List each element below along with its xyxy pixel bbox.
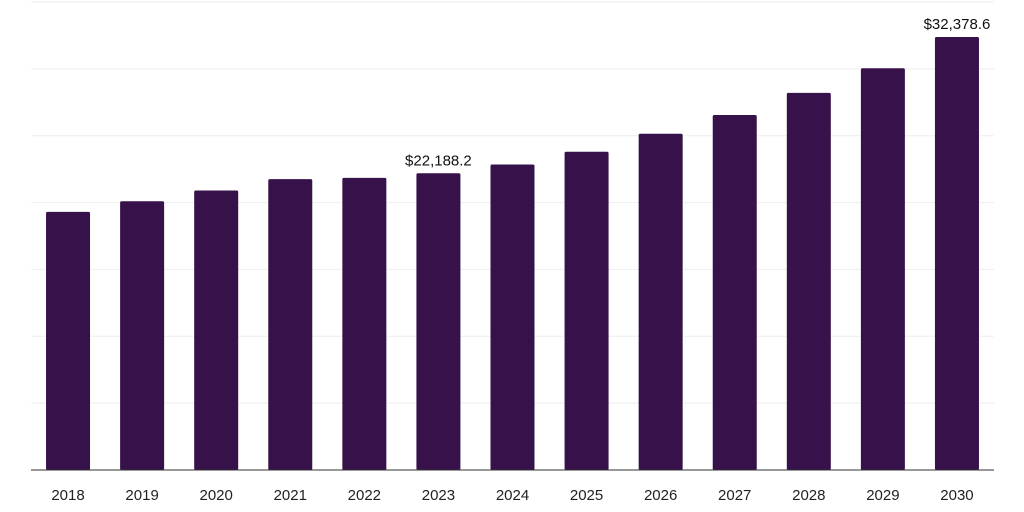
x-tick-label-2020: 2020 [200,487,233,504]
data-label-2030: $32,378.6 [924,16,991,33]
bar-2022 [342,177,387,470]
x-tick-label-2026: 2026 [644,487,677,504]
x-tick-label-2024: 2024 [496,487,529,504]
bar-2025 [564,151,609,470]
x-tick-label-2028: 2028 [792,487,825,504]
bar-2026 [638,133,683,471]
bar-2024 [490,164,535,470]
bar-2027 [712,114,757,470]
x-tick-label-2030: 2030 [940,487,973,504]
x-tick-label-2021: 2021 [274,487,307,504]
bar-2019 [120,201,165,470]
data-labels: $22,188.2 $32,378.6 [405,16,990,169]
bar-2020 [194,190,239,470]
bar-2030 [934,37,979,470]
x-tick-labels: 2018 2019 2020 2021 2022 2023 2024 2025 2026 2027… [51,487,973,504]
bars [46,37,979,471]
bar-2029 [860,68,905,470]
bar-2021 [268,179,313,470]
x-tick-label-2025: 2025 [570,487,603,504]
data-label-2023: $22,188.2 [405,152,472,169]
bar-2028 [786,92,831,470]
x-tick-label-2029: 2029 [866,487,899,504]
x-tick-label-2023: 2023 [422,487,455,504]
bar-2023 [416,173,461,470]
x-tick-label-2022: 2022 [348,487,381,504]
bar-2018 [46,211,91,470]
x-tick-label-2018: 2018 [51,487,84,504]
x-tick-label-2019: 2019 [125,487,158,504]
x-tick-label-2027: 2027 [718,487,751,504]
